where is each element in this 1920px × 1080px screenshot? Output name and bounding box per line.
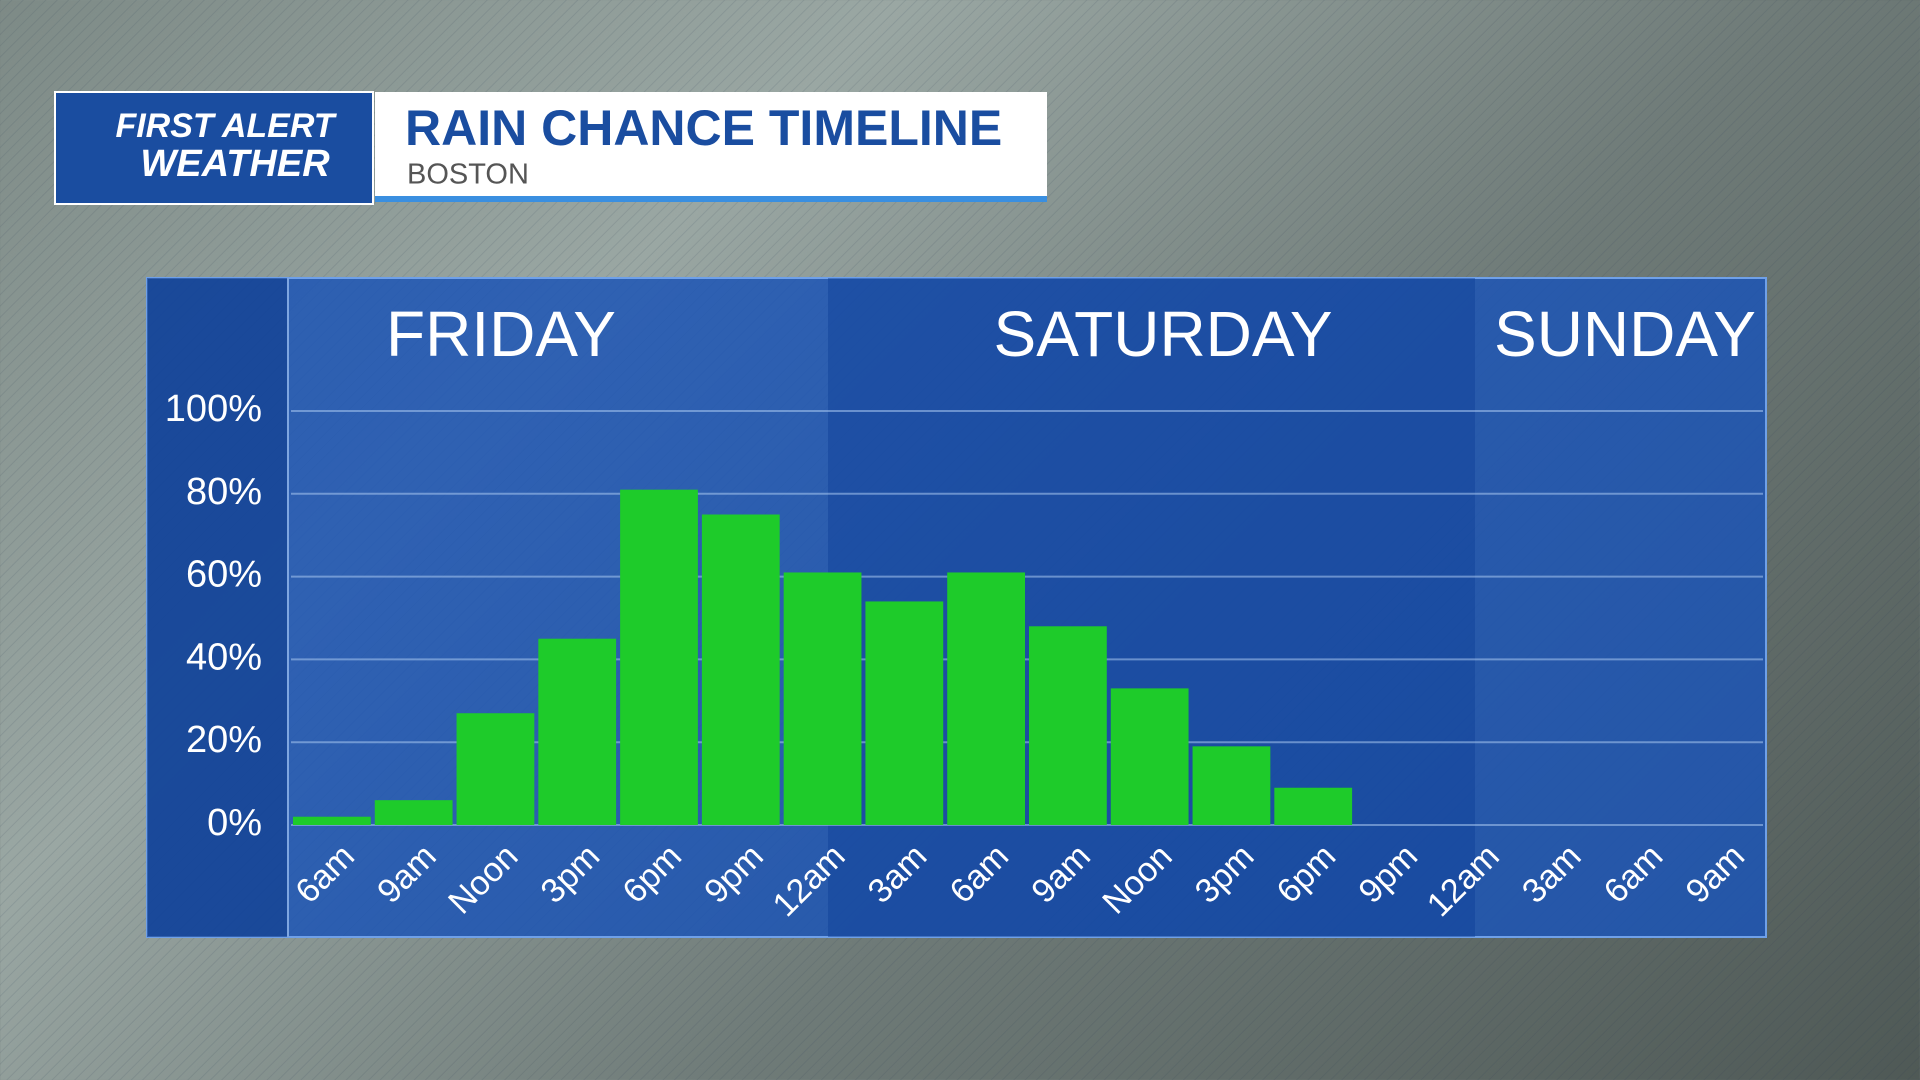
bar: [538, 638, 617, 825]
y-tick-label: 60%: [186, 554, 262, 596]
bar: [1110, 688, 1189, 825]
bar: [1192, 746, 1271, 825]
day-label: FRIDAY: [386, 298, 616, 370]
title: RAIN CHANCE TIMELINE: [405, 100, 1002, 156]
day-label: SATURDAY: [994, 298, 1333, 370]
bar: [374, 800, 453, 825]
title-box: [375, 92, 1047, 202]
bar: [701, 514, 780, 825]
y-tick-label: 100%: [165, 388, 262, 430]
bar: [620, 489, 698, 825]
day-label: SUNDAY: [1494, 298, 1756, 370]
axis-column: [147, 278, 288, 937]
y-tick-label: 80%: [186, 471, 262, 513]
title-underline: [375, 196, 1047, 202]
bar: [783, 572, 862, 825]
bar: [1029, 626, 1107, 825]
logo-text: WEATHER: [140, 143, 330, 185]
bar: [293, 816, 371, 825]
y-tick-label: 20%: [186, 719, 262, 761]
bar: [456, 713, 535, 825]
bar: [865, 601, 944, 825]
y-tick-label: 0%: [207, 802, 262, 844]
bar: [1274, 787, 1353, 825]
y-tick-label: 40%: [186, 636, 262, 678]
logo-box: [54, 91, 374, 205]
bar: [947, 572, 1025, 825]
logo-text: FIRST ALERT: [115, 107, 337, 145]
subtitle: BOSTON: [407, 159, 529, 191]
